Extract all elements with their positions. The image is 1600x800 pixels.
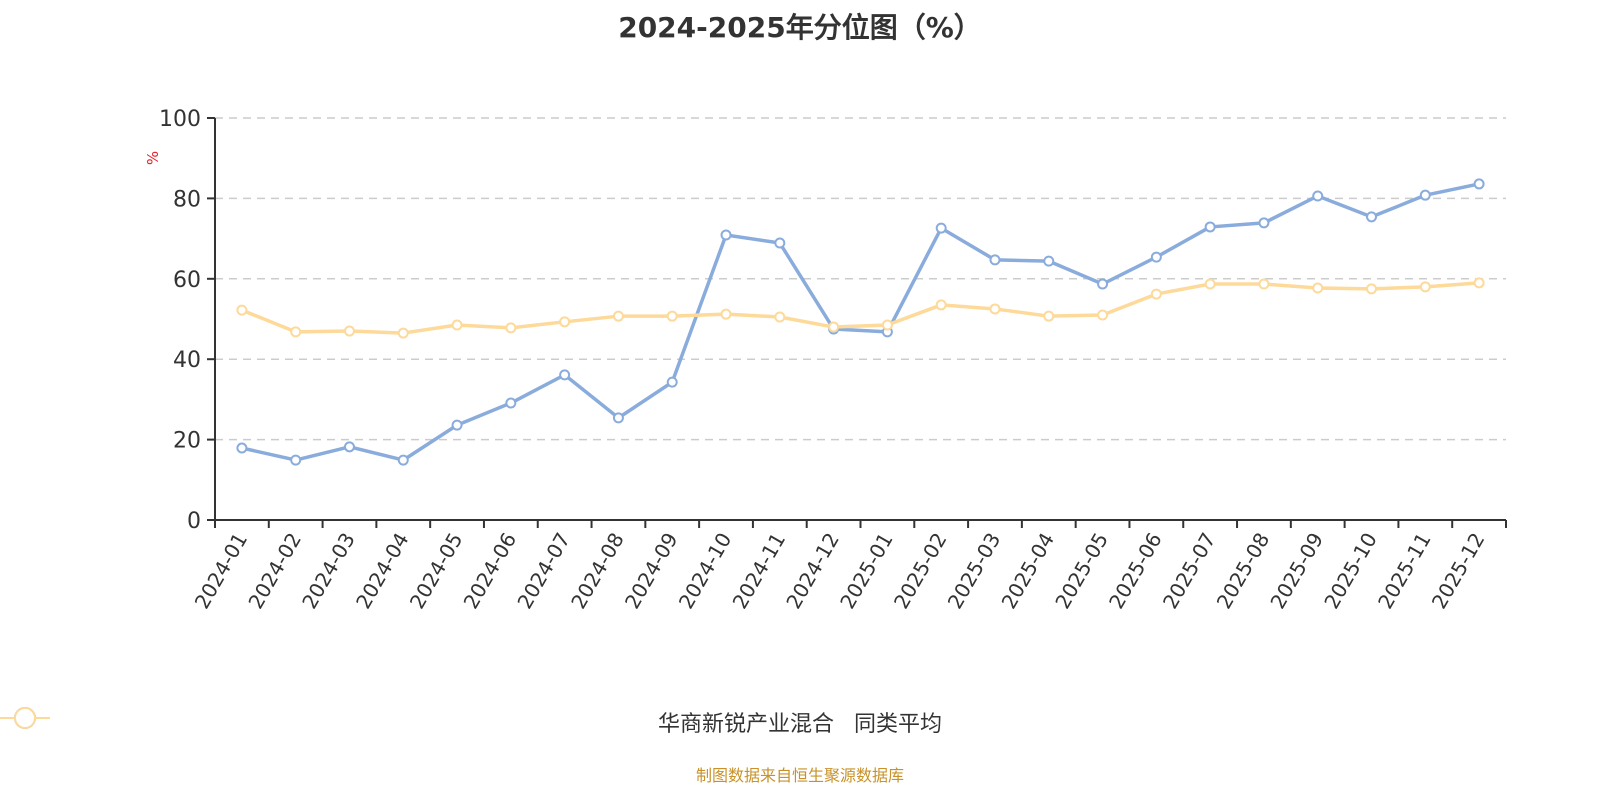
data-point[interactable] [1419, 189, 1431, 201]
data-point[interactable] [1097, 278, 1109, 290]
y-tick-label: 80 [173, 187, 201, 212]
data-point[interactable] [1204, 221, 1216, 233]
y-tick-label: 100 [159, 107, 201, 132]
data-point[interactable] [1204, 278, 1216, 290]
x-tick-label: 2025-12 [1427, 529, 1490, 613]
legend-item-fund[interactable]: 华商新锐产业混合 [0, 706, 834, 738]
data-point[interactable] [290, 454, 302, 466]
data-point[interactable] [505, 397, 517, 409]
series-line [241, 281, 1480, 335]
y-tick-label: 60 [173, 268, 201, 293]
data-point[interactable] [720, 308, 732, 320]
series-line [241, 182, 1480, 462]
data-point[interactable] [397, 454, 409, 466]
data-point[interactable] [1150, 288, 1162, 300]
data-point[interactable] [1258, 217, 1270, 229]
data-point[interactable] [451, 419, 463, 431]
data-point[interactable] [828, 321, 840, 333]
data-point[interactable] [935, 299, 947, 311]
legend-item-peer-average[interactable]: 同类平均 [0, 706, 943, 738]
data-point[interactable] [1366, 283, 1378, 295]
source-note: 制图数据来自恒生聚源数据库 [695, 766, 904, 785]
data-point[interactable] [774, 237, 786, 249]
data-point[interactable] [343, 325, 355, 337]
data-point[interactable] [1043, 255, 1055, 267]
data-point[interactable] [989, 303, 1001, 315]
legend-label: 同类平均 [854, 712, 943, 737]
data-point[interactable] [612, 310, 624, 322]
legend-label: 华商新锐产业混合 [657, 712, 834, 737]
data-point[interactable] [236, 304, 248, 316]
data-point[interactable] [1043, 310, 1055, 322]
data-point[interactable] [1419, 281, 1431, 293]
data-point[interactable] [612, 412, 624, 424]
legend-line-circle-icon [0, 707, 50, 729]
data-point[interactable] [1312, 190, 1324, 202]
y-tick-label: 20 [173, 429, 201, 454]
line-chart: 020406080100%2024-012024-022024-032024-0… [144, 107, 1507, 613]
y-tick-label: 40 [173, 348, 201, 373]
data-point[interactable] [397, 327, 409, 339]
data-point[interactable] [559, 316, 571, 328]
data-point[interactable] [774, 311, 786, 323]
data-point[interactable] [1312, 282, 1324, 294]
data-point[interactable] [1366, 211, 1378, 223]
data-point[interactable] [559, 369, 571, 381]
data-point[interactable] [505, 322, 517, 334]
y-axis-unit: % [144, 151, 162, 165]
data-point[interactable] [666, 310, 678, 322]
data-point[interactable] [1258, 278, 1270, 290]
data-point[interactable] [343, 441, 355, 453]
data-point[interactable] [935, 222, 947, 234]
data-point[interactable] [881, 319, 893, 331]
data-point[interactable] [236, 442, 248, 454]
y-tick-label: 0 [187, 509, 201, 534]
data-point[interactable] [451, 319, 463, 331]
data-point[interactable] [1097, 309, 1109, 321]
chart-title: 2024-2025年分位图（%） [618, 11, 982, 44]
legend: 华商新锐产业混合 同类平均 [0, 706, 1600, 738]
data-point[interactable] [1473, 178, 1485, 190]
data-point[interactable] [666, 376, 678, 388]
data-point[interactable] [290, 326, 302, 338]
data-point[interactable] [1473, 277, 1485, 289]
data-point[interactable] [989, 254, 1001, 266]
data-point[interactable] [720, 229, 732, 241]
data-point[interactable] [1150, 251, 1162, 263]
